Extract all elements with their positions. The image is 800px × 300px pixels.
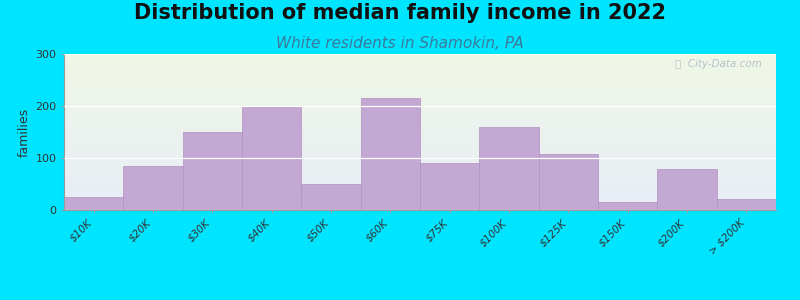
Bar [302,184,361,210]
Bar [598,202,658,210]
Bar [242,107,302,210]
Bar [658,169,717,210]
Y-axis label: families: families [18,107,31,157]
Bar [123,166,182,210]
Bar [420,163,479,210]
Text: Distribution of median family income in 2022: Distribution of median family income in … [134,3,666,23]
Text: White residents in Shamokin, PA: White residents in Shamokin, PA [276,36,524,51]
Bar [182,132,242,210]
Bar [717,199,776,210]
Bar [479,127,538,210]
Bar [538,154,598,210]
Text: ⓘ  City-Data.com: ⓘ City-Data.com [675,59,762,69]
Bar [64,197,123,210]
Bar [361,98,420,210]
